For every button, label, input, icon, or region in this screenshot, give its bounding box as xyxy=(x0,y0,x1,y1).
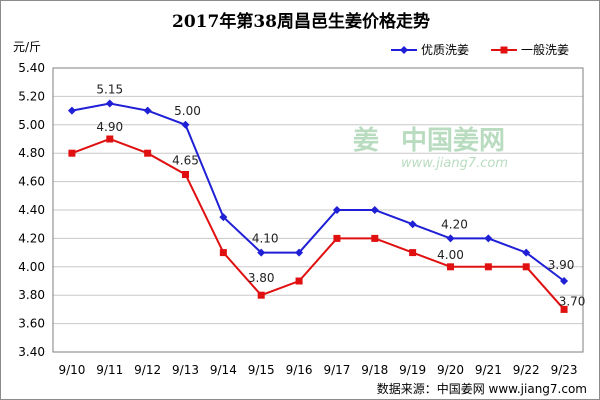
data-point-marker xyxy=(257,291,265,299)
legend-label: 一般洗姜 xyxy=(521,42,569,57)
data-label: 3.90 xyxy=(548,258,575,272)
y-tick-label: 4.60 xyxy=(18,175,45,189)
data-point-marker xyxy=(446,234,455,243)
series-lines xyxy=(67,99,569,313)
data-point-marker xyxy=(219,249,227,257)
watermark-url: www.jiang7.com xyxy=(401,156,508,171)
data-point-marker xyxy=(144,149,152,157)
x-tick-label: 9/19 xyxy=(399,363,426,377)
data-point-marker xyxy=(182,171,189,178)
data-label: 4.90 xyxy=(96,120,123,134)
data-point-marker xyxy=(143,106,152,115)
data-point-marker xyxy=(332,206,341,214)
y-tick-label: 3.60 xyxy=(18,317,45,331)
data-point-marker xyxy=(295,248,304,257)
series-line-1 xyxy=(71,102,565,282)
x-tick-label: 9/12 xyxy=(134,363,161,377)
data-label: 4.00 xyxy=(437,248,464,262)
data-point-marker xyxy=(68,149,76,157)
data-point-marker xyxy=(408,220,417,229)
data-labels: 5.15 5.00 4.10 4.20 3.90 4.90 4.65 3.80 4.00 3.70 xyxy=(96,83,585,309)
data-point-marker xyxy=(409,249,417,257)
data-point-marker xyxy=(560,305,568,313)
x-tick-label: 9/13 xyxy=(172,363,199,377)
data-label: 3.80 xyxy=(248,271,275,285)
data-point-marker xyxy=(371,234,379,242)
y-tick-label: 5.40 xyxy=(18,61,45,75)
data-point-marker xyxy=(181,120,190,129)
y-tick-label: 4.80 xyxy=(18,146,45,160)
legend: 优质洗姜 一般洗姜 xyxy=(391,42,569,57)
y-tick-label: 4.20 xyxy=(18,231,45,245)
data-point-marker xyxy=(295,277,303,285)
x-tick-label: 9/18 xyxy=(361,363,388,377)
data-point-marker xyxy=(333,234,341,242)
plot-area-border xyxy=(52,67,584,353)
data-point-marker xyxy=(370,206,379,214)
data-point-marker xyxy=(257,248,266,257)
data-label: 4.65 xyxy=(172,154,199,168)
x-tick-label: 9/23 xyxy=(551,363,578,377)
axes: 3.40 3.60 3.80 4.00 4.20 4.40 4.60 4.80 5.00 5.20… xyxy=(18,61,584,377)
x-tick-label: 9/17 xyxy=(323,363,350,377)
x-tick-label: 9/21 xyxy=(475,363,502,377)
data-label: 3.70 xyxy=(559,294,586,308)
legend-marker xyxy=(400,46,408,54)
data-label: 4.10 xyxy=(252,232,279,246)
x-tick-label: 9/22 xyxy=(513,363,540,377)
data-point-marker xyxy=(484,263,492,271)
legend-marker xyxy=(500,46,508,54)
x-tick-label: 9/10 xyxy=(58,363,85,377)
watermark-logo: 姜 xyxy=(353,125,379,156)
y-tick-label: 3.80 xyxy=(18,288,45,302)
data-label: 5.00 xyxy=(174,104,201,118)
legend-label: 优质洗姜 xyxy=(421,43,469,57)
chart-title: 2017年第38周昌邑生姜价格走势 xyxy=(172,11,430,32)
y-tick-label: 3.40 xyxy=(18,345,45,359)
grid-lines xyxy=(53,67,583,353)
x-tick-label: 9/15 xyxy=(248,363,275,377)
x-tick-label: 9/11 xyxy=(96,363,123,377)
data-point-marker xyxy=(484,234,493,243)
y-tick-label: 5.00 xyxy=(18,118,45,132)
data-point-marker xyxy=(67,106,76,115)
x-tick-label: 9/20 xyxy=(437,363,464,377)
series-line-2 xyxy=(71,137,565,311)
y-tick-label: 4.00 xyxy=(18,260,45,274)
data-label: 5.15 xyxy=(96,83,123,97)
y-tick-label: 4.40 xyxy=(18,203,45,217)
data-point-marker xyxy=(522,263,530,271)
y-axis-unit: 元/斤 xyxy=(13,40,41,54)
data-point-marker xyxy=(560,277,569,285)
watermark: 姜 中国姜网 www.jiang7.com xyxy=(353,125,508,171)
x-tick-label: 9/16 xyxy=(286,363,313,377)
watermark-name: 中国姜网 xyxy=(401,125,505,156)
y-tick-label: 5.20 xyxy=(18,89,45,103)
data-point-marker xyxy=(106,135,114,143)
data-label: 4.20 xyxy=(441,217,468,231)
x-tick-label: 9/14 xyxy=(210,363,237,377)
data-point-marker xyxy=(447,263,454,271)
data-point-marker xyxy=(522,248,531,257)
data-source-note: 数据来源：中国姜网 www.jiang7.com xyxy=(377,381,587,396)
data-point-marker xyxy=(219,213,228,222)
data-point-marker xyxy=(105,99,114,108)
